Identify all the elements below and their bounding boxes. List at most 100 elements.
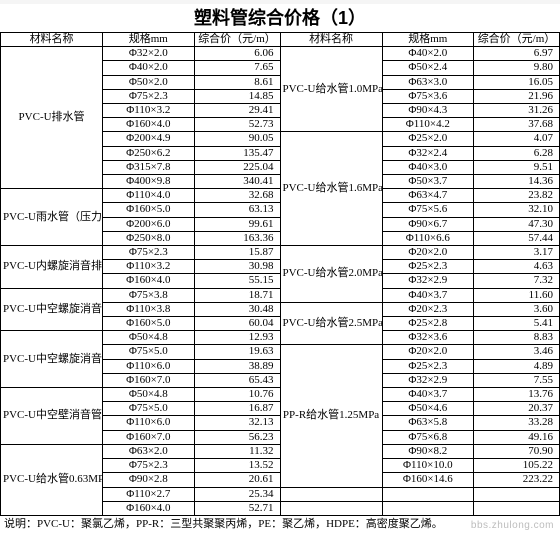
price-cell: 25.34 xyxy=(194,487,280,501)
spec-cell: Φ25×2.0 xyxy=(382,132,473,146)
spec-cell: Φ20×2.3 xyxy=(382,302,473,316)
spec-cell: Φ25×2.3 xyxy=(382,359,473,373)
material-name: PVC-U雨水管（压力管） xyxy=(1,189,103,246)
spec-cell: Φ50×4.8 xyxy=(103,331,194,345)
header-spec-right: 规格mm xyxy=(382,33,473,47)
spec-cell: Φ40×2.0 xyxy=(103,61,194,75)
price-cell: 10.76 xyxy=(194,388,280,402)
price-cell: 47.30 xyxy=(474,217,560,231)
price-cell: 12.93 xyxy=(194,331,280,345)
material-name: PVC-U中空螺旋消音管（I型） xyxy=(1,288,103,331)
spec-cell: Φ110×2.7 xyxy=(103,487,194,501)
price-cell: 3.60 xyxy=(474,302,560,316)
price-cell: 20.61 xyxy=(194,473,280,487)
price-cell: 32.10 xyxy=(474,203,560,217)
price-cell: 32.13 xyxy=(194,416,280,430)
price-cell: 32.68 xyxy=(194,189,280,203)
spec-cell: Φ63×3.0 xyxy=(382,75,473,89)
price-cell: 52.73 xyxy=(194,118,280,132)
price-cell: 11.32 xyxy=(194,444,280,458)
material-name: PVC-U内螺旋消音排水管 xyxy=(1,246,103,289)
material-name: PVC-U给水管0.63MPa xyxy=(1,444,103,515)
header-price-right: 综合价（元/m） xyxy=(474,33,560,47)
spec-cell: Φ160×5.0 xyxy=(103,203,194,217)
spec-cell: Φ40×3.0 xyxy=(382,160,473,174)
price-cell: 16.05 xyxy=(474,75,560,89)
spec-cell: Φ32×3.6 xyxy=(382,331,473,345)
price-cell: 14.36 xyxy=(474,175,560,189)
price-cell: 225.04 xyxy=(194,160,280,174)
page-title: 塑料管综合价格（1） xyxy=(0,4,560,30)
price-cell: 11.60 xyxy=(474,288,560,302)
spec-cell: Φ50×2.4 xyxy=(382,61,473,75)
spec-cell: Φ20×2.0 xyxy=(382,345,473,359)
spec-cell: Φ110×3.2 xyxy=(103,104,194,118)
price-cell: 38.89 xyxy=(194,359,280,373)
price-cell: 5.41 xyxy=(474,317,560,331)
spec-cell: Φ63×4.7 xyxy=(382,189,473,203)
spec-cell: Φ160×5.0 xyxy=(103,317,194,331)
spec-cell: Φ50×2.0 xyxy=(103,75,194,89)
price-cell: 13.76 xyxy=(474,388,560,402)
spec-cell: Φ75×2.3 xyxy=(103,89,194,103)
price-cell: 8.83 xyxy=(474,331,560,345)
spec-cell: Φ315×7.8 xyxy=(103,160,194,174)
price-cell: 6.06 xyxy=(194,47,280,61)
price-cell: 55.15 xyxy=(194,274,280,288)
spec-cell: Φ63×2.0 xyxy=(103,444,194,458)
price-cell: 30.48 xyxy=(194,302,280,316)
material-name: PVC-U给水管1.0MPa xyxy=(280,47,382,132)
material-name: PVC-U给水管2.5MPa xyxy=(280,302,382,345)
material-name: PP-R给水管1.25MPa xyxy=(280,345,382,487)
header-name-left: 材料名称 xyxy=(1,33,103,47)
price-cell: 16.87 xyxy=(194,402,280,416)
price-cell: 6.28 xyxy=(474,146,560,160)
spec-cell: Φ200×6.0 xyxy=(103,217,194,231)
spec-cell: Φ75×5.0 xyxy=(103,402,194,416)
price-cell: 7.55 xyxy=(474,373,560,387)
price-cell: 105.22 xyxy=(474,459,560,473)
table-row: PVC-U排水管Φ32×2.06.06PVC-U给水管1.0MPaΦ40×2.0… xyxy=(1,47,560,61)
price-cell: 18.71 xyxy=(194,288,280,302)
price-cell: 33.28 xyxy=(474,416,560,430)
spec-cell: Φ25×2.8 xyxy=(382,317,473,331)
spec-cell: Φ110×6.6 xyxy=(382,231,473,245)
price-cell: 29.41 xyxy=(194,104,280,118)
header-name-right: 材料名称 xyxy=(280,33,382,47)
price-cell: 3.17 xyxy=(474,246,560,260)
price-cell: 4.89 xyxy=(474,359,560,373)
spec-cell: Φ110×6.0 xyxy=(103,359,194,373)
price-cell: 99.61 xyxy=(194,217,280,231)
price-cell: 49.16 xyxy=(474,430,560,444)
spec-cell: Φ250×6.2 xyxy=(103,146,194,160)
header-spec-left: 规格mm xyxy=(103,33,194,47)
price-cell: 6.97 xyxy=(474,47,560,61)
price-cell: 56.23 xyxy=(194,430,280,444)
spec-cell: Φ400×9.8 xyxy=(103,175,194,189)
price-cell: 7.32 xyxy=(474,274,560,288)
spec-cell: Φ110×6.0 xyxy=(103,416,194,430)
spec-cell: Φ63×5.8 xyxy=(382,416,473,430)
spec-cell: Φ32×2.0 xyxy=(103,47,194,61)
price-cell: 8.61 xyxy=(194,75,280,89)
price-cell: 65.43 xyxy=(194,373,280,387)
spec-cell: Φ75×2.3 xyxy=(103,246,194,260)
price-cell: 4.07 xyxy=(474,132,560,146)
price-cell: 163.36 xyxy=(194,231,280,245)
price-cell: 223.22 xyxy=(474,473,560,487)
price-cell: 340.41 xyxy=(194,175,280,189)
material-name: PVC-U给水管2.0MPa xyxy=(280,246,382,303)
spec-cell: Φ50×4.6 xyxy=(382,402,473,416)
price-cell: 4.63 xyxy=(474,260,560,274)
price-cell: 90.05 xyxy=(194,132,280,146)
spec-cell: Φ200×4.9 xyxy=(103,132,194,146)
table-row: PVC-U内螺旋消音排水管Φ75×2.315.87PVC-U给水管2.0MPaΦ… xyxy=(1,246,560,260)
spec-cell: Φ75×3.6 xyxy=(382,89,473,103)
watermark: bbs.zhulong.com xyxy=(471,520,554,531)
material-name: PVC-U给水管1.6MPa xyxy=(280,132,382,246)
spec-cell: Φ160×14.6 xyxy=(382,473,473,487)
price-cell: 3.46 xyxy=(474,345,560,359)
spec-cell: Φ110×3.8 xyxy=(103,302,194,316)
spec-cell: Φ32×2.4 xyxy=(382,146,473,160)
spec-cell: Φ40×3.7 xyxy=(382,388,473,402)
